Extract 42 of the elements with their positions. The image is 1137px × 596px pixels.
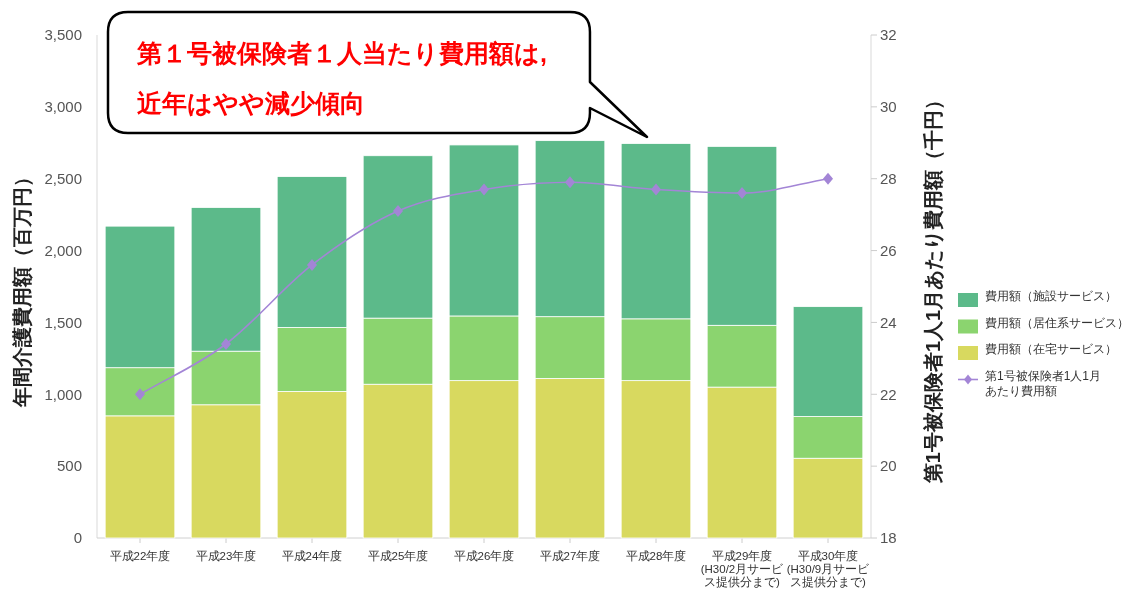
- annotation: 第１号被保険者１人当たり費用額は,: [136, 39, 547, 67]
- y-tick-label: 2,000: [44, 241, 82, 259]
- x-tick-label: 平成29年度(H30/2月サービス提供分まで): [700, 549, 785, 588]
- point: [221, 337, 231, 350]
- y2-tick-label: 24: [880, 313, 897, 331]
- y2-tick-label: 18: [880, 529, 897, 547]
- annotation: 近年はやや減少傾向: [137, 89, 365, 117]
- point: [393, 205, 403, 218]
- x-tick-label: 平成22年度: [109, 549, 171, 562]
- x-tick-label: 平成23年度: [195, 549, 257, 562]
- y-tick-label: 3,500: [44, 26, 82, 44]
- point: [823, 172, 833, 185]
- point: [479, 183, 489, 196]
- legend-label: 費用額（施設サービス）: [985, 289, 1117, 303]
- point: [135, 388, 145, 401]
- y2-tick-label: 28: [880, 169, 897, 187]
- x-tick-label: 平成26年度: [453, 549, 515, 562]
- point: [307, 258, 317, 271]
- y-tick-label: 1,500: [44, 313, 82, 331]
- point: [565, 176, 575, 189]
- y-tick-label: 0: [73, 529, 82, 547]
- y2-tick-label: 26: [880, 241, 897, 259]
- y2-tick-label: 20: [880, 457, 897, 475]
- y2-axis-title: 第1号被保険者1人1月あたり費用額（千円）: [922, 89, 944, 485]
- y-tick-label: 1,000: [44, 385, 82, 403]
- legend-label: 費用額（居住系サービス）: [985, 315, 1129, 330]
- y2-tick-label: 22: [880, 385, 897, 403]
- y-tick-label: 500: [56, 457, 82, 475]
- x-tick-label: 平成30年度(H30/9月サービス提供分まで): [786, 549, 871, 588]
- point: [737, 187, 747, 200]
- y-tick-label: 3,000: [44, 98, 82, 116]
- y2-tick-label: 30: [880, 98, 897, 116]
- y-axis-title: 年間介護費用額（百万円）: [11, 166, 33, 408]
- x-tick-label: 平成24年度: [281, 549, 343, 562]
- point: [651, 183, 661, 196]
- x-tick-label: 平成25年度: [367, 549, 429, 562]
- legend-label: 費用額（在宅サービス）: [985, 342, 1117, 356]
- y2-tick-label: 32: [880, 26, 897, 44]
- y-tick-label: 2,500: [44, 169, 82, 187]
- legend-label: 第1号被保険者1人1月あたり費用額: [985, 368, 1102, 398]
- x-tick-label: 平成27年度: [539, 549, 601, 562]
- x-tick-label: 平成28年度: [625, 549, 687, 562]
